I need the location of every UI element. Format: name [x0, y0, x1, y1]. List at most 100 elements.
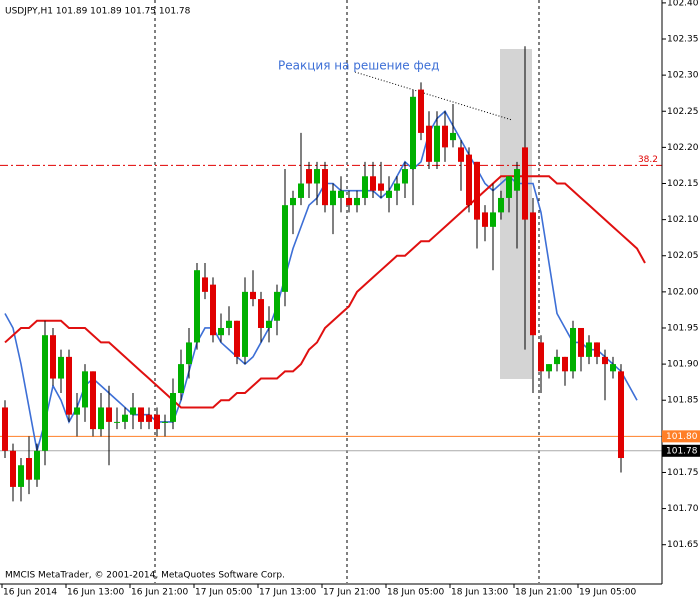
candle-body: [442, 125, 448, 148]
level-label: 101.80: [666, 432, 698, 442]
x-tick-label: 18 Jun 21:00: [515, 588, 572, 598]
candle-body: [474, 161, 480, 220]
x-tick-label: 18 Jun 05:00: [387, 588, 444, 598]
candle-body: [282, 205, 288, 292]
y-tick-label: 102.15: [667, 179, 699, 189]
candle-body: [530, 212, 536, 336]
candle-body: [434, 125, 440, 162]
candle-body: [234, 320, 240, 357]
candle-body: [562, 356, 568, 372]
candle-body: [554, 356, 560, 365]
candle-body: [74, 407, 80, 415]
candle-body: [346, 197, 352, 206]
candle-body: [586, 342, 592, 357]
candle-body: [314, 169, 320, 184]
y-tick-label: 101.85: [667, 396, 699, 406]
x-tick-label: 16 Jun 2014: [3, 588, 57, 598]
candle-body: [386, 190, 392, 198]
candle-body: [170, 393, 176, 422]
y-tick-label: 101.65: [667, 540, 699, 550]
y-tick-label: 102.30: [667, 71, 699, 81]
candle-body: [322, 169, 328, 206]
y-tick-label: 101.95: [667, 323, 699, 333]
candle-body: [426, 125, 432, 162]
candle-body: [306, 169, 312, 184]
candle-body: [330, 190, 336, 206]
candle-body: [618, 371, 624, 459]
candle-body: [410, 96, 416, 170]
candle-body: [522, 147, 528, 220]
candle-body: [58, 356, 64, 379]
candle-body: [514, 169, 520, 191]
candle-body: [258, 299, 264, 328]
y-tick-label: 102.00: [667, 287, 699, 297]
candle-body: [498, 197, 504, 213]
x-tick-label: 16 Jun 13:00: [67, 588, 124, 598]
x-tick-label: 17 Jun 13:00: [259, 588, 316, 598]
annotation: Реакция на решение фед: [278, 59, 439, 73]
x-tick-label: 18 Jun 13:00: [451, 588, 508, 598]
candle-body: [458, 147, 464, 162]
candle-body: [354, 197, 360, 206]
candle-body: [146, 414, 152, 422]
y-tick-label: 101.90: [667, 360, 699, 370]
level-box: [662, 444, 700, 457]
candle-body: [202, 277, 208, 292]
candle-body: [250, 291, 256, 300]
level-label: 38.2: [638, 155, 658, 165]
candle-body: [218, 327, 224, 336]
x-tick-label: 16 Jun 21:00: [131, 588, 188, 598]
candle-body: [178, 364, 184, 394]
candle-body: [162, 421, 168, 423]
candle-body: [482, 212, 488, 227]
level-box: [662, 430, 700, 443]
y-tick-label: 102.10: [667, 215, 699, 225]
candle-body: [290, 197, 296, 206]
y-tick-label: 102.35: [667, 35, 699, 45]
candle-body: [226, 320, 232, 328]
trend-line: [354, 71, 513, 121]
candle-body: [42, 335, 48, 451]
candle-body: [610, 364, 616, 372]
y-tick-label: 102.20: [667, 143, 699, 153]
candle-body: [130, 407, 136, 415]
candle-body: [594, 342, 600, 357]
candle-body: [34, 450, 40, 480]
y-tick-label: 102.40: [667, 0, 699, 8]
candle-body: [10, 450, 16, 487]
candle-body: [578, 327, 584, 357]
candle-body: [82, 371, 88, 408]
candle-body: [394, 183, 400, 191]
candle-body: [466, 154, 472, 206]
candle-body: [298, 183, 304, 198]
candle-body: [402, 169, 408, 184]
candle-body: [186, 342, 192, 365]
candle-body: [106, 407, 112, 422]
candle-body: [274, 291, 280, 321]
candle-body: [210, 284, 216, 336]
level-label: 101.78: [666, 446, 698, 456]
candle-body: [338, 190, 344, 198]
candle-body: [570, 327, 576, 372]
candle-body: [506, 176, 512, 198]
x-tick-label: 19 Jun 05:00: [579, 588, 636, 598]
candle-body: [98, 407, 104, 430]
plot: [0, 46, 662, 502]
y-tick-label: 101.75: [667, 468, 699, 478]
candle-body: [50, 335, 56, 379]
candle-body: [538, 342, 544, 372]
candle-body: [154, 414, 160, 430]
candle-body: [18, 465, 24, 487]
candle-body: [602, 356, 608, 365]
candle-body: [26, 458, 32, 480]
candle-body: [122, 414, 128, 422]
header: USDJPY,H1 101.89 101.89 101.75 101.78: [5, 7, 191, 17]
candle-body: [266, 320, 272, 328]
y-tick-label: 102.25: [667, 107, 699, 117]
candle-body: [194, 270, 200, 343]
candle-body: [370, 176, 376, 191]
y-tick-label: 101.70: [667, 504, 699, 514]
